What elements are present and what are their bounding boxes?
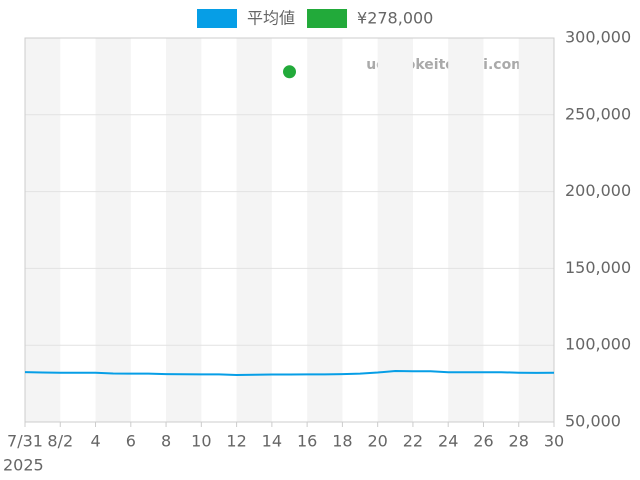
x-tick-label: 16: [297, 432, 317, 451]
stripe: [307, 38, 343, 422]
x-tick-label: 18: [332, 432, 352, 451]
stripe: [518, 38, 554, 422]
stripe: [25, 38, 61, 422]
y-tick-label: 150,000: [565, 258, 631, 277]
x-tick-label: 4: [90, 432, 100, 451]
legend-swatch: [307, 9, 348, 28]
x-tick-label: 20: [367, 432, 387, 451]
x-tick-label: 26: [473, 432, 493, 451]
x-tick-label: 8/2: [47, 432, 73, 451]
point: [283, 65, 296, 79]
stripe: [236, 38, 272, 422]
x-tick-label: 14: [262, 432, 282, 451]
legend-swatch: [197, 9, 237, 28]
stripe: [95, 38, 131, 422]
x-tick-label: 8: [161, 432, 171, 451]
y-tick-label: 250,000: [565, 104, 631, 123]
plot-border: [24, 37, 555, 423]
legend-label: ¥278,000: [357, 9, 433, 28]
stripe: [448, 38, 484, 422]
x-tick-label: 12: [226, 432, 246, 451]
legend-label: 平均値: [247, 9, 295, 28]
y-tick-label: 100,000: [565, 335, 631, 354]
x-tick-label: 28: [509, 432, 529, 451]
x-year-label: 2025: [3, 456, 44, 475]
x-tick-label: 24: [438, 432, 458, 451]
stripe: [166, 38, 202, 422]
x-tick-label: 10: [191, 432, 211, 451]
x-tick-label: 7/31: [7, 432, 43, 451]
y-tick-label: 200,000: [565, 181, 631, 200]
y-tick-label: 50,000: [565, 412, 621, 431]
stripe: [377, 38, 413, 422]
x-tick-label: 22: [403, 432, 423, 451]
y-tick-label: 300,000: [565, 28, 631, 47]
line: [24, 370, 555, 376]
x-tick-label: 30: [544, 432, 564, 451]
x-tick-label: 6: [126, 432, 136, 451]
